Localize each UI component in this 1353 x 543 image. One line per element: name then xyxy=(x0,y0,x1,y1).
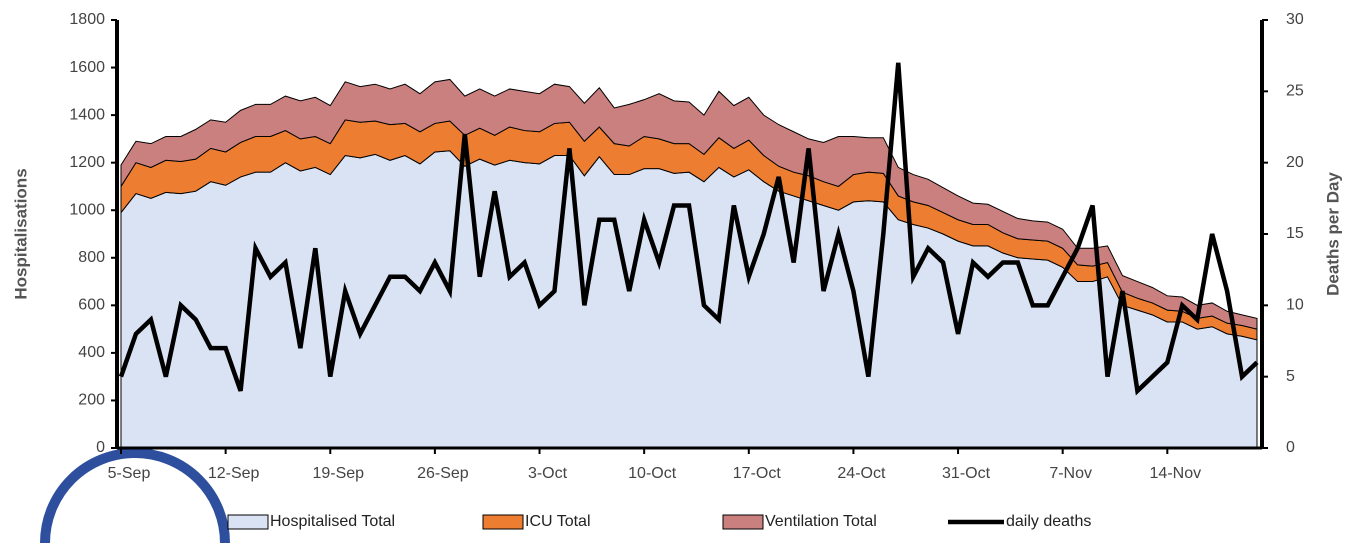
legend-label: daily deaths xyxy=(1006,513,1091,530)
y2-tick-label: 30 xyxy=(1286,11,1304,28)
logo-arc xyxy=(40,448,230,543)
y-tick-label: 1000 xyxy=(69,201,105,218)
y-tick-label: 1600 xyxy=(69,59,105,76)
y-tick-label: 400 xyxy=(78,344,105,361)
x-tick-label: 31-Oct xyxy=(942,465,991,482)
y2-tick-label: 20 xyxy=(1286,154,1304,171)
legend-swatch xyxy=(227,514,269,530)
x-tick-label: 10-Oct xyxy=(628,465,677,482)
x-tick-label: 26-Sep xyxy=(417,465,469,482)
x-tick-label: 17-Oct xyxy=(733,465,782,482)
legend-swatch xyxy=(482,514,524,530)
legend-label: Hospitalised Total xyxy=(270,513,395,530)
x-tick-label: 24-Oct xyxy=(837,465,886,482)
y2-tick-label: 10 xyxy=(1286,297,1304,314)
legend-label: ICU Total xyxy=(525,513,591,530)
y2-tick-label: 5 xyxy=(1286,368,1295,385)
y-tick-label: 800 xyxy=(78,249,105,266)
y2-tick-label: 25 xyxy=(1286,83,1304,100)
y-tick-label: 1200 xyxy=(69,154,105,171)
x-tick-label: 19-Sep xyxy=(312,465,364,482)
line xyxy=(118,62,1259,396)
y2-tick-label: 15 xyxy=(1286,225,1304,242)
area xyxy=(120,78,1258,330)
y-tick-label: 1800 xyxy=(69,11,105,28)
legend-swatch xyxy=(722,514,764,530)
x-tick-label: 7-Nov xyxy=(1049,465,1092,482)
y2-axis-label: Deaths per Day xyxy=(1323,172,1342,296)
x-tick-label: 5-Sep xyxy=(108,465,151,482)
legend-label: Ventilation Total xyxy=(765,513,877,530)
y-tick-label: 0 xyxy=(96,439,105,456)
y-axis-label: Hospitalisations xyxy=(11,168,30,299)
y-tick-label: 200 xyxy=(78,392,105,409)
y-tick-label: 1400 xyxy=(69,106,105,123)
x-tick-label: 14-Nov xyxy=(1150,465,1202,482)
x-tick-label: 12-Sep xyxy=(208,465,260,482)
y-tick-label: 600 xyxy=(78,297,105,314)
x-tick-label: 3-Oct xyxy=(528,465,568,482)
y2-tick-label: 0 xyxy=(1286,439,1295,456)
